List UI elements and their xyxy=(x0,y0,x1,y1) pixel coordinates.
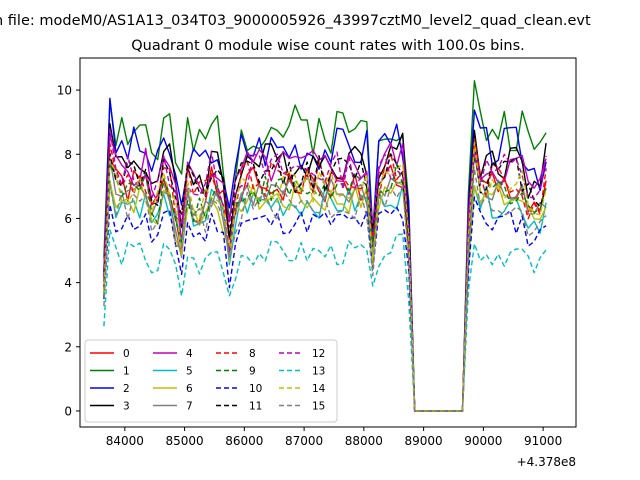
x-tick-label: 91000 xyxy=(524,434,562,448)
x-tick-label: 84000 xyxy=(106,434,144,448)
series-line-9 xyxy=(103,155,547,412)
plot-area: 84000 85000 86000 87000 88000 89000 90000 91000… xyxy=(57,57,577,469)
series-line-1 xyxy=(103,80,547,412)
x-tick-label: 87000 xyxy=(285,434,323,448)
series-line-13 xyxy=(103,229,547,412)
series-line-12 xyxy=(103,128,547,412)
legend-label-6: 6 xyxy=(186,383,193,395)
figure-suptitle: n file: modeM0/AS1A13_034T03_9000005926_… xyxy=(0,13,591,29)
y-tick-label: 4 xyxy=(64,276,72,290)
y-tick-label: 8 xyxy=(64,148,72,162)
legend-label-11: 11 xyxy=(249,401,262,413)
legend-label-8: 8 xyxy=(249,348,256,360)
series-line-6 xyxy=(103,181,547,412)
x-tick-label: 90000 xyxy=(464,434,502,448)
y-tick-label: 0 xyxy=(64,404,72,418)
legend-label-0: 0 xyxy=(123,348,130,360)
chart-title: Quadrant 0 module wise count rates with … xyxy=(131,38,525,54)
legend-label-12: 12 xyxy=(312,348,325,360)
x-tick-label: 86000 xyxy=(225,434,263,448)
legend-frame xyxy=(84,339,338,423)
legend-label-7: 7 xyxy=(186,401,193,413)
legend-label-14: 14 xyxy=(312,383,326,395)
x-tick-label: 85000 xyxy=(165,434,203,448)
x-tick-label: 88000 xyxy=(345,434,383,448)
legend-label-4: 4 xyxy=(186,348,193,360)
legend-label-5: 5 xyxy=(186,366,193,378)
axes-frame xyxy=(79,57,577,428)
legend-label-15: 15 xyxy=(312,401,325,413)
series-line-2 xyxy=(103,97,547,412)
x-offset-label: +4.378e8 xyxy=(517,455,576,469)
series-line-10 xyxy=(103,196,547,412)
legend-label-1: 1 xyxy=(123,366,130,378)
x-tick-label: 89000 xyxy=(405,434,443,448)
series-layer xyxy=(103,80,547,412)
legend-label-3: 3 xyxy=(123,401,130,413)
x-axis: 84000 85000 86000 87000 88000 89000 90000 91000 xyxy=(106,427,562,448)
series-line-14 xyxy=(103,141,547,412)
legend-label-10: 10 xyxy=(249,383,262,395)
legend-label-9: 9 xyxy=(249,366,256,378)
y-tick-label: 10 xyxy=(57,84,72,98)
y-tick-label: 2 xyxy=(64,340,72,354)
legend-label-13: 13 xyxy=(312,366,325,378)
y-tick-label: 6 xyxy=(64,212,72,226)
series-line-15 xyxy=(103,167,547,412)
legend-label-2: 2 xyxy=(123,383,130,395)
y-axis: 0 2 4 6 8 10 xyxy=(57,84,80,418)
